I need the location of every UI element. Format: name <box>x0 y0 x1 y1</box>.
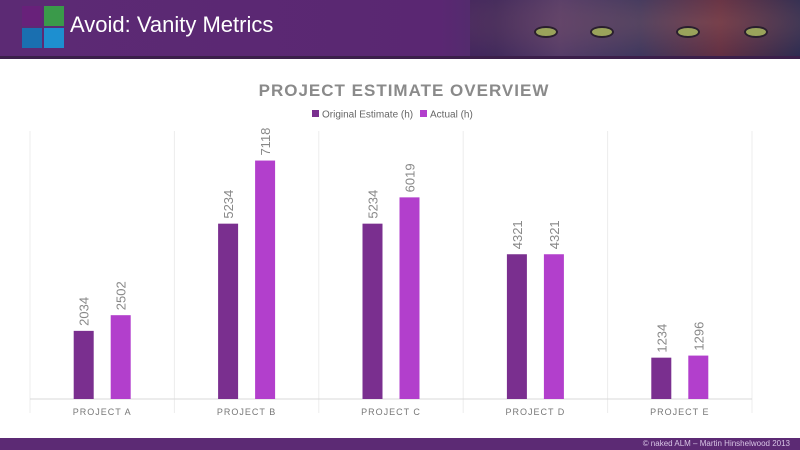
data-label: 7118 <box>258 128 273 156</box>
bar-chart: PROJECT ESTIMATE OVERVIEW Original Estim… <box>29 81 753 417</box>
legend-label: Actual (h) <box>430 110 473 121</box>
bar <box>362 223 383 399</box>
x-tick-label: PROJECT B <box>217 407 276 417</box>
legend-label: Original Estimate (h) <box>322 110 413 121</box>
data-label: 1296 <box>691 322 706 351</box>
chart-grid <box>29 131 753 413</box>
footer-credit: © naked ALM – Martin Hinshelwood 2013 <box>642 439 790 448</box>
header-divider <box>0 56 800 59</box>
eye-icon <box>534 26 558 38</box>
bar <box>110 315 131 399</box>
chart-legend: Original Estimate (h) Actual (h) <box>312 110 473 121</box>
chart-bars <box>73 160 709 399</box>
data-label: 5234 <box>221 190 236 219</box>
bar <box>506 254 527 399</box>
eye-icon <box>676 26 700 38</box>
legend-swatch <box>420 110 427 117</box>
bar <box>543 254 564 399</box>
bar <box>688 355 709 399</box>
chart-data-labels: 2034 2502 5234 7118 5234 6019 4321 4321 1234 1296 <box>77 128 707 353</box>
chart-x-axis: PROJECT A PROJECT B PROJECT C PROJECT D PROJ… <box>73 407 709 417</box>
data-label: 4321 <box>510 220 525 249</box>
legend-swatch <box>312 110 319 117</box>
eye-icon <box>590 26 614 38</box>
bar <box>255 160 276 399</box>
bar <box>651 357 672 399</box>
bar <box>73 330 94 399</box>
x-tick-label: PROJECT A <box>73 407 132 417</box>
header-banner: Avoid: Vanity Metrics <box>0 0 800 56</box>
x-tick-label: PROJECT D <box>505 407 565 417</box>
footer-bar: © naked ALM – Martin Hinshelwood 2013 <box>0 438 800 450</box>
data-label: 4321 <box>547 220 562 249</box>
data-label: 2502 <box>114 281 129 310</box>
x-tick-label: PROJECT C <box>361 407 421 417</box>
data-label: 6019 <box>403 163 418 192</box>
eye-icon <box>744 26 768 38</box>
alm-logo-icon <box>22 6 64 48</box>
data-label: 5234 <box>366 190 381 219</box>
page-title: Avoid: Vanity Metrics <box>70 12 274 37</box>
data-label: 1234 <box>654 324 669 353</box>
bar <box>218 223 239 399</box>
data-label: 2034 <box>77 297 92 326</box>
x-tick-label: PROJECT E <box>650 407 709 417</box>
bar <box>399 197 420 399</box>
chart-title: PROJECT ESTIMATE OVERVIEW <box>259 81 550 100</box>
